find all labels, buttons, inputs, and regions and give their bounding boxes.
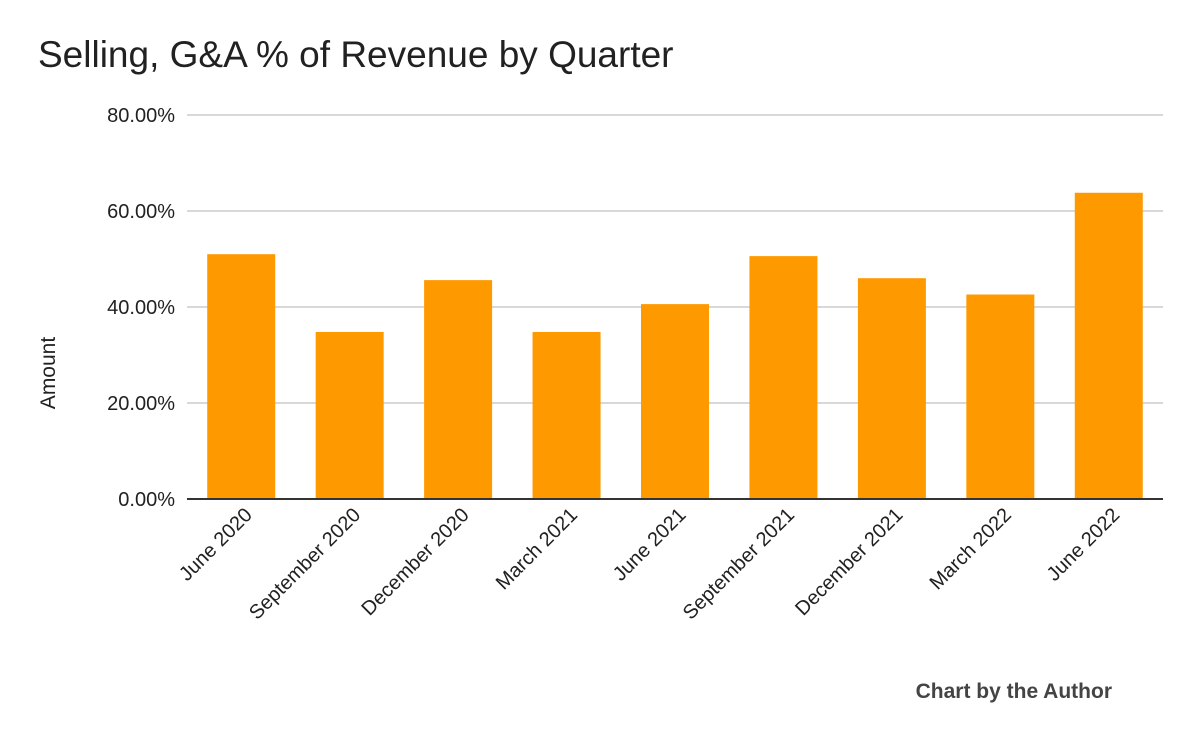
bar bbox=[315, 331, 384, 499]
chart-credit: Chart by the Author bbox=[915, 680, 1112, 703]
chart-title: Selling, G&A % of Revenue by Quarter bbox=[38, 34, 674, 75]
y-tick-label: 40.00% bbox=[107, 297, 175, 319]
bar bbox=[641, 304, 709, 499]
y-tick-label: 60.00% bbox=[107, 201, 175, 223]
bar bbox=[1074, 192, 1143, 499]
y-tick-labels: 0.00% 20.00% 40.00% 60.00% 80.00% bbox=[107, 105, 175, 511]
x-tick-label: March 2021 bbox=[492, 504, 582, 594]
bar bbox=[749, 256, 818, 499]
bar bbox=[857, 278, 926, 499]
x-tick-label: December 2021 bbox=[791, 504, 907, 620]
x-tick-label: June 2022 bbox=[1043, 504, 1125, 586]
bar bbox=[207, 254, 276, 499]
bar bbox=[966, 294, 1035, 499]
bars bbox=[207, 192, 1143, 499]
y-axis-title: Amount bbox=[37, 337, 60, 410]
y-tick-label: 0.00% bbox=[118, 489, 175, 511]
x-tick-label: December 2020 bbox=[357, 504, 473, 620]
x-tick-label: September 2020 bbox=[245, 504, 365, 624]
x-tick-label: June 2021 bbox=[609, 504, 691, 586]
x-tick-label: June 2020 bbox=[175, 504, 257, 586]
y-tick-label: 80.00% bbox=[107, 105, 175, 127]
bar bbox=[532, 331, 601, 499]
x-tick-label: March 2022 bbox=[926, 504, 1016, 594]
bar bbox=[424, 280, 493, 499]
x-tick-label: September 2021 bbox=[679, 504, 799, 624]
y-tick-label: 20.00% bbox=[107, 393, 175, 415]
